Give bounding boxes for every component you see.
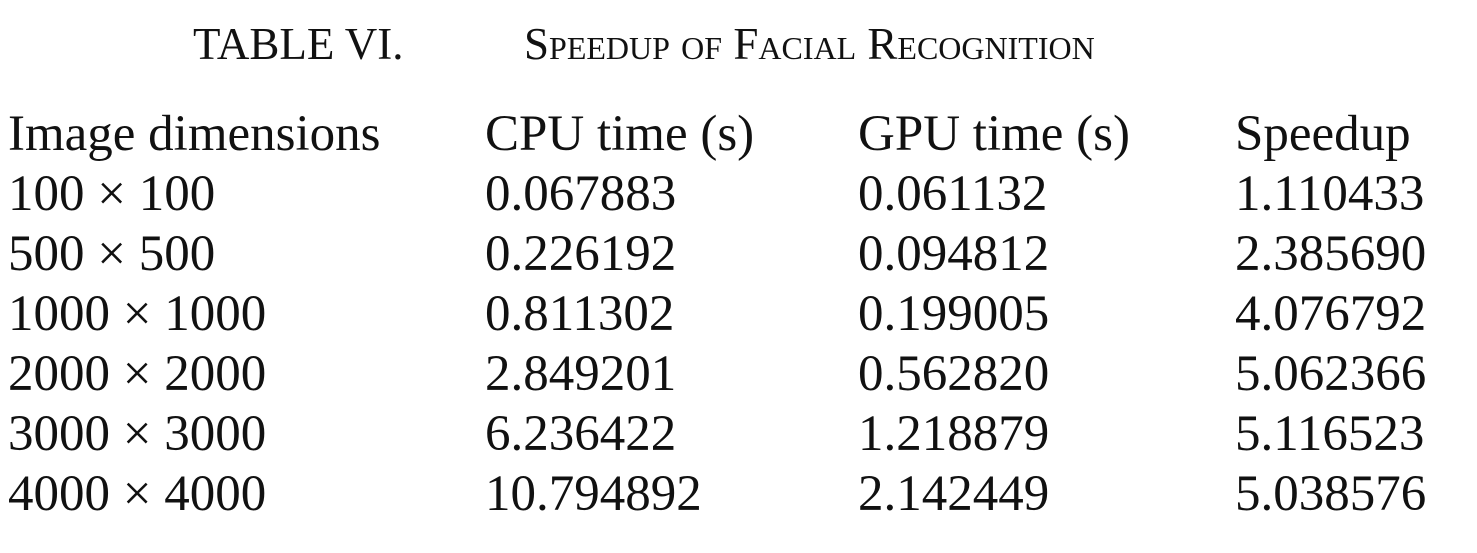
- cell-image-dimensions: 1000 × 1000: [8, 286, 267, 342]
- cell-cpu-time: 6.236422: [485, 406, 677, 462]
- caption-label: TABLE VI.: [193, 19, 404, 69]
- cell-speedup: 5.062366: [1235, 346, 1427, 402]
- table-row: 500 × 500 0.226192 0.094812 2.385690: [8, 224, 1465, 284]
- cell-gpu-time: 0.199005: [858, 286, 1050, 342]
- cell-gpu-time: 0.562820: [858, 346, 1050, 402]
- cell-speedup: 1.110433: [1235, 166, 1425, 222]
- table-row: 100 × 100 0.067883 0.061132 1.110433: [8, 164, 1465, 224]
- column-header-cpu-time: CPU time (s): [485, 106, 755, 162]
- column-header-image-dimensions: Image dimensions: [8, 106, 381, 162]
- table-row: 2000 × 2000 2.849201 0.562820 5.062366: [8, 344, 1465, 404]
- speedup-table: Image dimensions CPU time (s) GPU time (…: [8, 104, 1465, 524]
- table-row: 4000 × 4000 10.794892 2.142449 5.038576: [8, 464, 1465, 524]
- cell-image-dimensions: 4000 × 4000: [8, 466, 267, 522]
- cell-image-dimensions: 2000 × 2000: [8, 346, 267, 402]
- cell-gpu-time: 0.061132: [858, 166, 1048, 222]
- table-row: 3000 × 3000 6.236422 1.218879 5.116523: [8, 404, 1465, 464]
- cell-cpu-time: 0.226192: [485, 226, 677, 282]
- table-row: 1000 × 1000 0.811302 0.199005 4.076792: [8, 284, 1465, 344]
- caption-title: Speedup of Facial Recognition: [524, 19, 1095, 69]
- column-header-speedup: Speedup: [1235, 106, 1411, 162]
- cell-gpu-time: 2.142449: [858, 466, 1050, 522]
- cell-image-dimensions: 500 × 500: [8, 226, 216, 282]
- cell-cpu-time: 0.811302: [485, 286, 675, 342]
- column-header-gpu-time: GPU time (s): [858, 106, 1130, 162]
- cell-speedup: 5.038576: [1235, 466, 1427, 522]
- cell-image-dimensions: 3000 × 3000: [8, 406, 267, 462]
- table-caption: TABLE VI. Speedup of Facial Recognition: [0, 16, 1477, 72]
- cell-speedup: 2.385690: [1235, 226, 1427, 282]
- cell-cpu-time: 0.067883: [485, 166, 677, 222]
- cell-cpu-time: 2.849201: [485, 346, 677, 402]
- cell-gpu-time: 0.094812: [858, 226, 1050, 282]
- cell-gpu-time: 1.218879: [858, 406, 1050, 462]
- cell-image-dimensions: 100 × 100: [8, 166, 216, 222]
- header-row: Image dimensions CPU time (s) GPU time (…: [8, 104, 1465, 164]
- cell-speedup: 5.116523: [1235, 406, 1425, 462]
- cell-speedup: 4.076792: [1235, 286, 1427, 342]
- cell-cpu-time: 10.794892: [485, 466, 702, 522]
